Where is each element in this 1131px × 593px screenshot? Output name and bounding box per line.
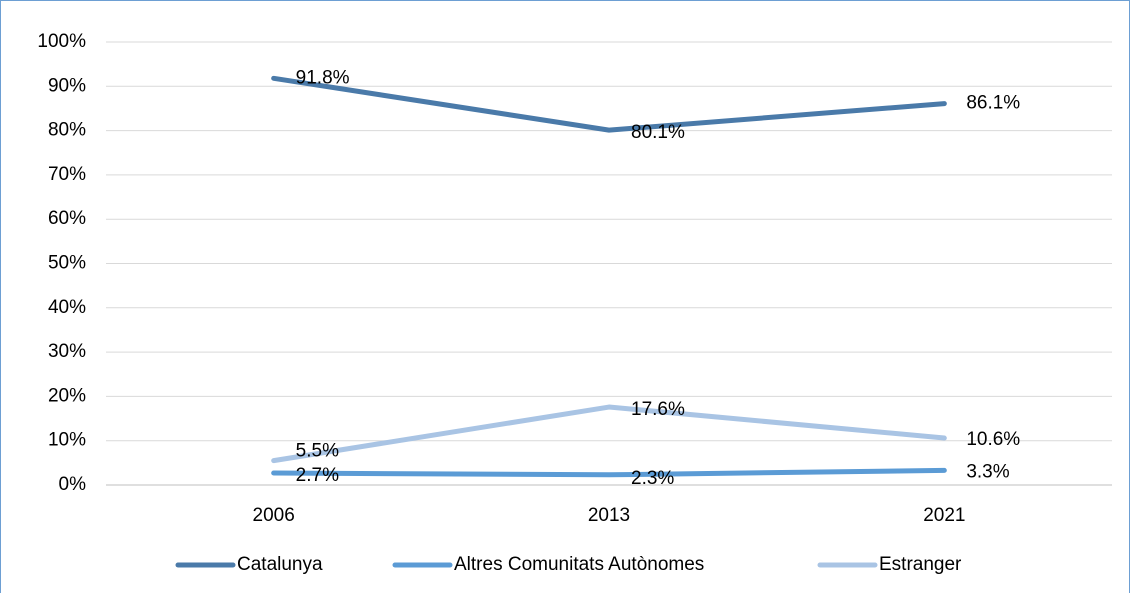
- data-label: 80.1%: [631, 122, 685, 143]
- y-tick-label: 10%: [48, 430, 86, 451]
- y-tick-label: 90%: [48, 75, 86, 96]
- y-tick-label: 0%: [59, 474, 87, 495]
- y-tick-label: 50%: [48, 253, 86, 274]
- series-line: [271, 467, 947, 478]
- data-label: 2.3%: [631, 468, 674, 489]
- data-label: 3.3%: [966, 461, 1009, 482]
- data-label: 91.8%: [296, 67, 350, 88]
- data-label: 2.7%: [296, 465, 339, 486]
- y-tick-label: 80%: [48, 120, 86, 141]
- y-tick-label: 20%: [48, 385, 86, 406]
- x-tick-label: 2006: [253, 505, 295, 526]
- y-tick-label: 70%: [48, 164, 86, 185]
- data-label: 10.6%: [966, 429, 1020, 450]
- data-label: 86.1%: [966, 93, 1020, 114]
- y-tick-label: 60%: [48, 208, 86, 229]
- x-tick-label: 2021: [923, 505, 965, 526]
- legend-label: Catalunya: [237, 554, 323, 575]
- data-label: 5.5%: [296, 441, 339, 462]
- y-tick-label: 40%: [48, 297, 86, 318]
- y-tick-label: 30%: [48, 341, 86, 362]
- data-label: 17.6%: [631, 399, 685, 420]
- x-tick-label: 2013: [588, 505, 630, 526]
- series-line: [271, 404, 947, 464]
- series-line: [271, 75, 947, 133]
- legend-label: Altres Comunitats Autònomes: [454, 554, 704, 575]
- legend-label: Estranger: [879, 554, 962, 575]
- y-tick-label: 100%: [37, 31, 86, 52]
